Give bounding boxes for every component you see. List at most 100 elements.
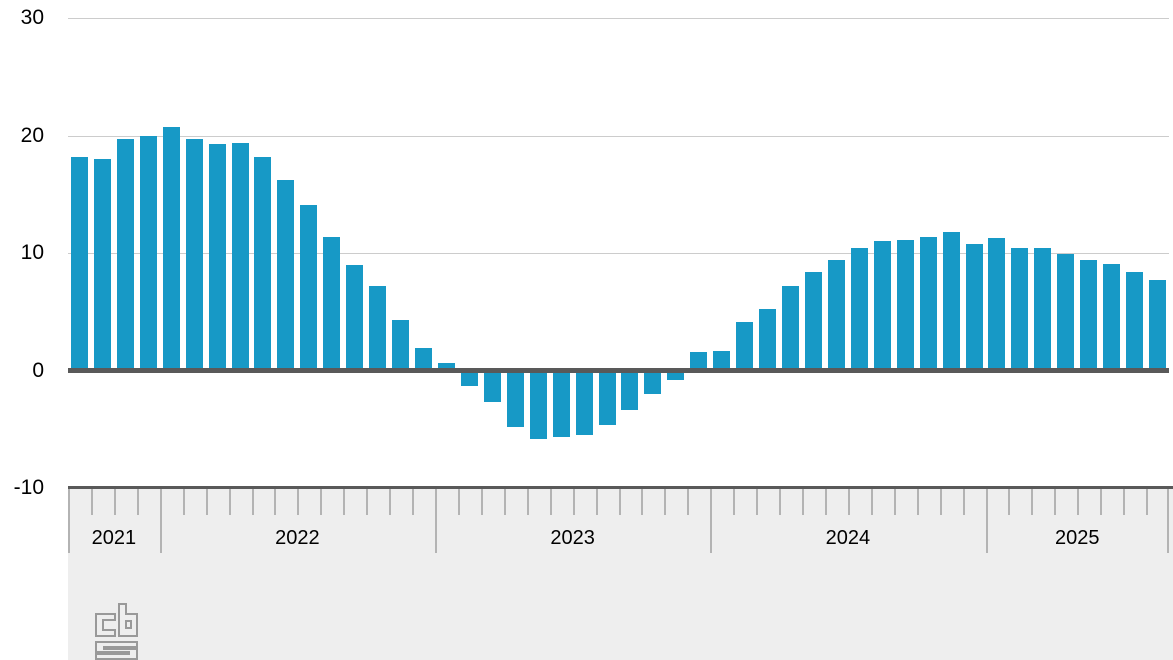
- bar-2025-05: [1080, 260, 1098, 371]
- gridline: [68, 253, 1169, 254]
- bar-2023-06: [552, 370, 570, 438]
- bar-2024-02: [736, 322, 754, 371]
- month-tick: [687, 489, 689, 515]
- cbs-logo: [95, 603, 138, 660]
- bar-2025-04: [1057, 254, 1075, 371]
- year-label-2024: 2024: [825, 527, 871, 549]
- y-tick-label: 0: [32, 358, 44, 382]
- month-tick: [756, 489, 758, 515]
- month-tick: [252, 489, 254, 515]
- month-tick: [779, 489, 781, 515]
- month-tick: [573, 489, 575, 515]
- bar-2024-04: [782, 285, 800, 371]
- bar-2022-07: [300, 204, 318, 371]
- month-tick: [848, 489, 850, 515]
- month-tick: [91, 489, 93, 515]
- bar-2025-01: [988, 237, 1006, 371]
- month-tick: [871, 489, 873, 515]
- bar-2022-11: [392, 319, 410, 371]
- gridline: [68, 136, 1169, 137]
- year-tick: [986, 489, 988, 553]
- bar-2024-11: [942, 231, 960, 371]
- bar-2023-11: [667, 370, 685, 380]
- bar-2021-11: [116, 139, 134, 371]
- year-tick: [710, 489, 712, 553]
- bar-2021-10: [93, 159, 111, 371]
- bar-2023-12: [690, 351, 708, 371]
- month-tick: [894, 489, 896, 515]
- month-tick: [1146, 489, 1148, 515]
- bar-2023-10: [644, 370, 662, 394]
- bar-2023-08: [598, 370, 616, 425]
- month-tick: [802, 489, 804, 515]
- month-tick: [619, 489, 621, 515]
- y-tick-label: -10: [13, 475, 44, 499]
- month-tick: [825, 489, 827, 515]
- month-tick: [320, 489, 322, 515]
- bar-2024-07: [850, 248, 868, 371]
- month-tick: [917, 489, 919, 515]
- bar-2025-06: [1103, 263, 1121, 371]
- bar-2025-02: [1011, 248, 1029, 371]
- month-tick: [297, 489, 299, 515]
- bar-2024-12: [965, 243, 983, 371]
- bar-2022-03: [208, 143, 226, 371]
- gridline: [68, 18, 1169, 19]
- bar-2023-02: [460, 370, 478, 386]
- year-tick: [160, 489, 162, 553]
- month-tick: [1077, 489, 1079, 515]
- month-tick: [641, 489, 643, 515]
- month-tick: [550, 489, 552, 515]
- month-tick: [963, 489, 965, 515]
- bar-2024-03: [759, 309, 777, 371]
- bar-2025-08: [1149, 280, 1167, 371]
- bar-2022-09: [346, 264, 364, 371]
- month-tick: [504, 489, 506, 515]
- cbs-logo-b: [118, 603, 138, 637]
- month-tick: [664, 489, 666, 515]
- bar-2022-04: [231, 142, 249, 371]
- month-tick: [458, 489, 460, 515]
- year-tick: [1167, 489, 1169, 553]
- x-axis-band: 2021 2022 2023 2024 2025: [68, 486, 1173, 660]
- bar-2023-01: [437, 363, 455, 371]
- month-tick: [412, 489, 414, 515]
- month-tick: [940, 489, 942, 515]
- month-tick: [206, 489, 208, 515]
- month-tick: [596, 489, 598, 515]
- month-tick: [1031, 489, 1033, 515]
- bar-2023-09: [621, 370, 639, 411]
- month-tick: [274, 489, 276, 515]
- bar-2024-08: [873, 241, 891, 371]
- bar-2022-01: [162, 127, 180, 371]
- month-tick: [1100, 489, 1102, 515]
- bar-2025-07: [1126, 271, 1144, 371]
- month-tick: [733, 489, 735, 515]
- bar-2022-12: [415, 348, 433, 371]
- year-label-2021: 2021: [91, 527, 137, 549]
- year-label-2023: 2023: [550, 527, 595, 549]
- month-tick: [1054, 489, 1056, 515]
- bar-2025-03: [1034, 248, 1052, 371]
- bar-2022-02: [185, 139, 203, 371]
- month-tick: [366, 489, 368, 515]
- bar-2022-05: [254, 156, 272, 371]
- bar-2023-04: [506, 370, 524, 427]
- cbs-logo-s: [95, 641, 138, 660]
- bar-2021-12: [139, 135, 157, 371]
- plot-area: [68, 18, 1169, 439]
- bar-2024-01: [713, 350, 731, 371]
- y-tick-label: 20: [20, 123, 44, 147]
- year-tick: [435, 489, 437, 553]
- month-tick: [527, 489, 529, 515]
- month-tick: [389, 489, 391, 515]
- cbs-logo-c: [95, 613, 116, 637]
- y-tick-label: 30: [20, 6, 44, 30]
- month-tick: [343, 489, 345, 515]
- month-tick: [1123, 489, 1125, 515]
- bar-2024-05: [804, 271, 822, 371]
- month-tick: [1008, 489, 1010, 515]
- bar-2024-06: [827, 260, 845, 371]
- bar-2022-08: [323, 236, 341, 371]
- bar-2021-09: [70, 156, 88, 371]
